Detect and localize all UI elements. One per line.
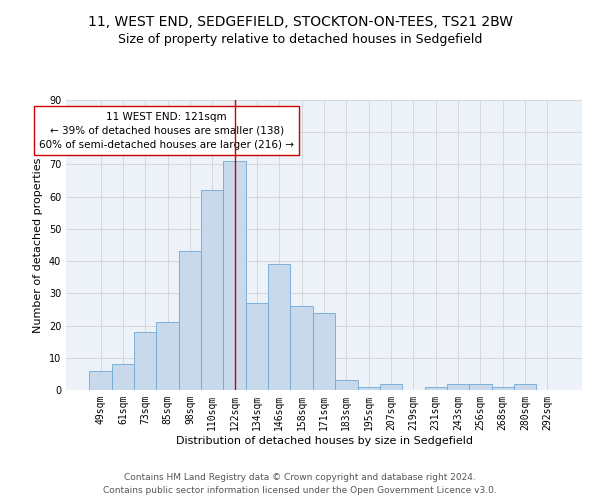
Bar bbox=[447, 384, 469, 390]
Bar bbox=[380, 384, 402, 390]
Bar bbox=[290, 306, 313, 390]
Text: 11, WEST END, SEDGEFIELD, STOCKTON-ON-TEES, TS21 2BW: 11, WEST END, SEDGEFIELD, STOCKTON-ON-TE… bbox=[88, 15, 512, 29]
Bar bbox=[223, 161, 246, 390]
Bar bbox=[358, 387, 380, 390]
Bar bbox=[89, 370, 112, 390]
Y-axis label: Number of detached properties: Number of detached properties bbox=[33, 158, 43, 332]
Text: 11 WEST END: 121sqm
← 39% of detached houses are smaller (138)
60% of semi-detac: 11 WEST END: 121sqm ← 39% of detached ho… bbox=[39, 112, 294, 150]
Bar bbox=[179, 252, 201, 390]
Bar bbox=[514, 384, 536, 390]
Text: Size of property relative to detached houses in Sedgefield: Size of property relative to detached ho… bbox=[118, 32, 482, 46]
Bar bbox=[246, 303, 268, 390]
X-axis label: Distribution of detached houses by size in Sedgefield: Distribution of detached houses by size … bbox=[176, 436, 473, 446]
Bar bbox=[268, 264, 290, 390]
Bar bbox=[335, 380, 358, 390]
Bar bbox=[491, 387, 514, 390]
Bar bbox=[134, 332, 157, 390]
Bar bbox=[157, 322, 179, 390]
Text: Contains HM Land Registry data © Crown copyright and database right 2024.
Contai: Contains HM Land Registry data © Crown c… bbox=[103, 474, 497, 495]
Bar bbox=[313, 312, 335, 390]
Bar bbox=[201, 190, 223, 390]
Bar bbox=[112, 364, 134, 390]
Bar bbox=[469, 384, 491, 390]
Bar bbox=[425, 387, 447, 390]
